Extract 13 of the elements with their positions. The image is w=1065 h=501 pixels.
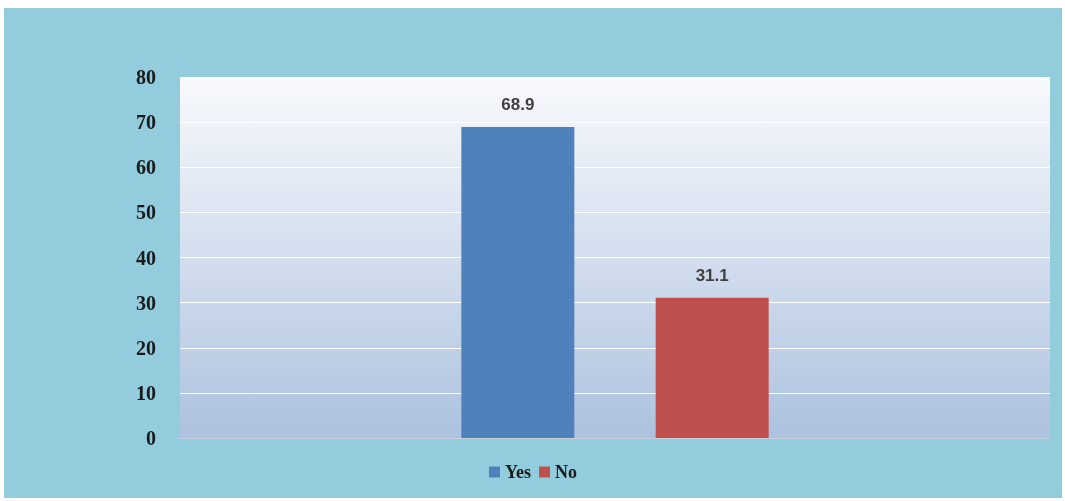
y-tick-label: 80	[136, 66, 156, 88]
data-label: 68.9	[501, 95, 535, 115]
legend-label: No	[555, 462, 577, 482]
y-tick-label: 50	[136, 201, 156, 224]
y-tick-label: 70	[136, 111, 156, 134]
legend-label: Yes	[505, 462, 531, 482]
y-tick-label: 20	[136, 336, 156, 359]
y-tick-label: 60	[136, 156, 156, 179]
y-tick-label: 40	[136, 246, 156, 269]
y-tick-label: 30	[136, 291, 156, 314]
data-label: 31.1	[695, 265, 729, 285]
y-tick-label: 10	[136, 381, 156, 404]
y-tick-label: 0	[146, 427, 156, 449]
